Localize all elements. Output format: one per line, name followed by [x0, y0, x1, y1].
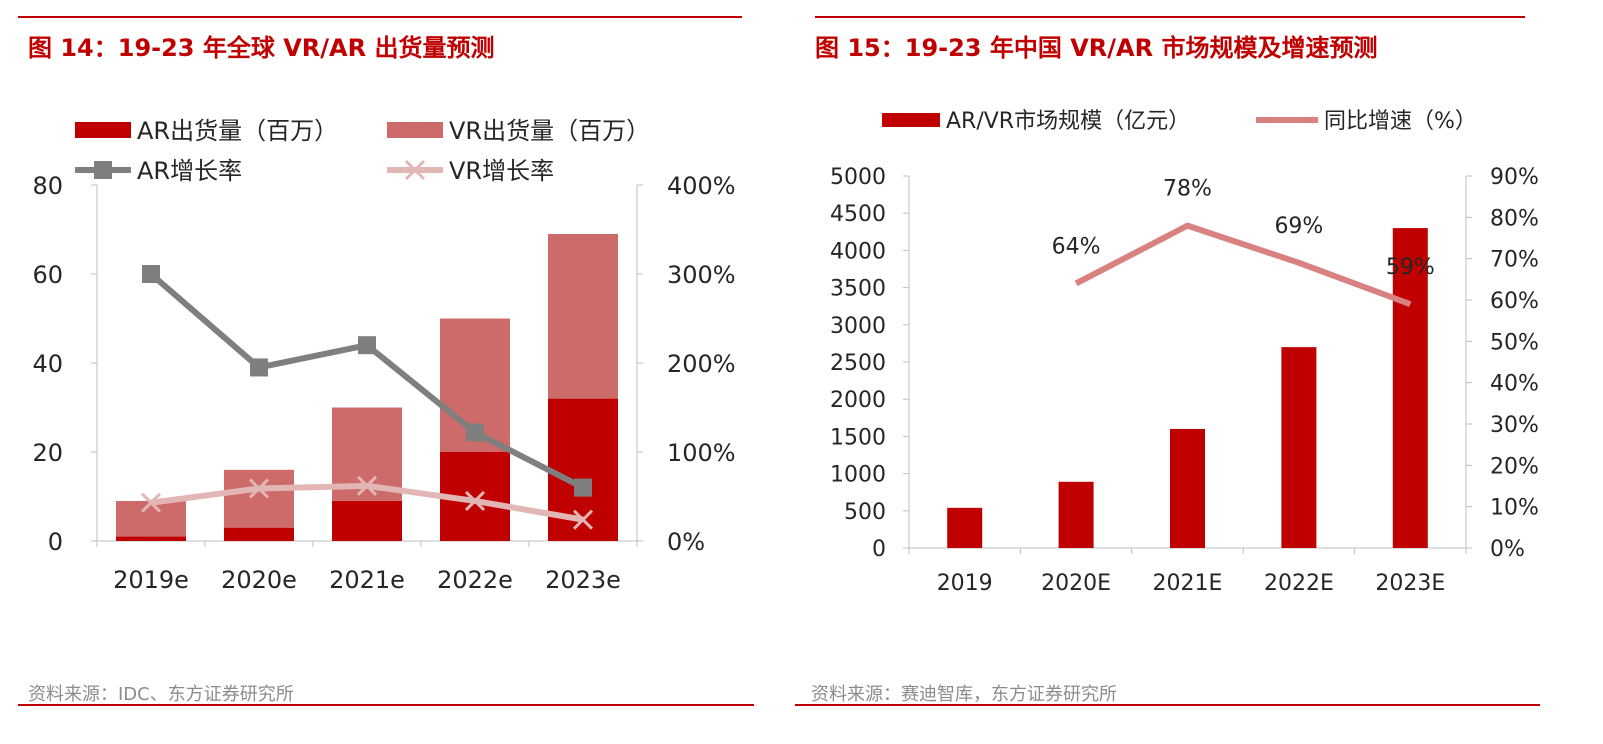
bottom-rule — [795, 704, 1540, 706]
legend-ar-shipment-label: AR出货量（百万） — [137, 117, 338, 145]
growth-data-label: 64% — [1052, 234, 1101, 259]
left-tick-label: 500 — [844, 500, 886, 525]
right-tick-label: 200% — [667, 350, 736, 378]
growth-line — [1074, 222, 1412, 307]
left-tick-label: 4000 — [830, 239, 886, 264]
bar-market-2021E — [1170, 428, 1205, 548]
legend-vr-growth-marker — [404, 159, 426, 181]
bar-market-2020E — [1058, 481, 1094, 548]
right-tick-label: 400% — [667, 172, 736, 200]
figure-14-source: 资料来源：IDC、东方证券研究所 — [28, 684, 294, 705]
shipment-chart: 0 20 40 60 80 0% 100% 200% 300% 400% 2019e 2020e 202… — [32, 117, 736, 594]
vr-growth-marker-2019e — [140, 492, 162, 513]
right-tick-label: 40% — [1490, 372, 1539, 397]
x-tick-label: 2022e — [437, 566, 513, 594]
top-rule — [18, 16, 742, 18]
bar-market-2019 — [947, 507, 983, 548]
bar-ar-2020e — [224, 527, 294, 541]
x-tick-label: 2020e — [221, 566, 297, 594]
bar-vr-2023e — [548, 233, 618, 399]
x-tick-label: 2019e — [113, 566, 189, 594]
x-tick-label: 2020E — [1041, 571, 1111, 596]
ar-growth-marker-2020e — [250, 358, 268, 377]
x-tick-label: 2022E — [1264, 571, 1334, 596]
left-tick-label: 4500 — [830, 202, 886, 227]
vr-growth-marker-2021e — [356, 475, 378, 496]
legend-vr-shipment-swatch — [387, 122, 443, 138]
growth-data-label: 69% — [1274, 214, 1323, 239]
vr-growth-marker-2023e — [572, 509, 594, 530]
figure-15-title: 图 15：19-23 年中国 VR/AR 市场规模及增速预测 — [815, 34, 1378, 62]
left-tick-label: 2500 — [830, 351, 886, 376]
ar-growth-marker-2021e — [358, 336, 376, 355]
growth-data-label: 59% — [1386, 255, 1435, 280]
right-tick-label: 90% — [1490, 165, 1539, 190]
right-tick-label: 300% — [667, 261, 736, 289]
legend-ar-growth-label: AR增长率 — [137, 157, 242, 185]
legend-growth-label: 同比增速（%） — [1324, 109, 1477, 134]
bar-vr-2020e — [224, 469, 294, 528]
left-tick-label: 3500 — [830, 277, 886, 302]
left-tick-label: 3000 — [830, 314, 886, 339]
right-tick-label: 50% — [1490, 330, 1539, 355]
figure-15-source: 资料来源：赛迪智库，东方证券研究所 — [811, 684, 1117, 705]
x-tick-label: 2021E — [1153, 571, 1223, 596]
left-tick-label: 80 — [32, 172, 63, 200]
bar-vr-2019e — [116, 500, 186, 537]
bar-market-2022E — [1281, 347, 1317, 548]
growth-data-label: 78% — [1163, 177, 1212, 202]
legend-market-swatch — [882, 113, 940, 127]
ar-growth-marker-2019e — [142, 265, 160, 283]
right-tick-label: 20% — [1490, 454, 1539, 479]
figure-15-panel: 图 15：19-23 年中国 VR/AR 市场规模及增速预测 0 500 1000 1… — [795, 0, 1603, 744]
bar-ar-2021e — [332, 500, 402, 541]
figure-14-title: 图 14：19-23 年全球 VR/AR 出货量预测 — [28, 34, 495, 62]
left-tick-label: 60 — [32, 261, 63, 289]
left-tick-label: 1000 — [830, 463, 886, 488]
left-tick-label: 1500 — [830, 425, 886, 450]
right-tick-label: 80% — [1490, 206, 1539, 231]
x-tick-label: 2019 — [937, 571, 993, 596]
legend-vr-shipment-label: VR出货量（百万） — [449, 117, 650, 145]
right-tick-label: 70% — [1490, 248, 1539, 273]
ar-growth-marker-2022e — [466, 423, 484, 442]
vr-growth-marker-2020e — [248, 478, 270, 499]
top-rule — [815, 16, 1525, 18]
right-tick-label: 30% — [1490, 413, 1539, 438]
right-tick-label: 10% — [1490, 496, 1539, 521]
ar-growth-marker-2023e — [574, 478, 592, 497]
legend-ar-growth-marker — [94, 161, 112, 179]
left-tick-label: 5000 — [830, 165, 886, 190]
bar-market-2023E — [1392, 228, 1428, 548]
vr-growth-marker-2022e — [464, 490, 486, 512]
right-tick-label: 0% — [667, 528, 705, 556]
left-tick-label: 20 — [32, 439, 63, 467]
legend-ar-shipment-swatch — [75, 122, 131, 138]
x-tick-label: 2021e — [329, 566, 405, 594]
market-size-chart: 0 500 1000 1500 2000 2500 3000 3500 4000 4500 5000… — [830, 109, 1539, 596]
legend-vr-growth-label: VR增长率 — [449, 157, 554, 185]
x-tick-label: 2023e — [545, 566, 621, 594]
right-tick-label: 60% — [1490, 289, 1539, 314]
x-tick-label: 2023E — [1375, 571, 1445, 596]
bar-ar-2019e — [116, 536, 186, 541]
left-tick-label: 0 — [872, 537, 886, 562]
right-tick-label: 100% — [667, 439, 736, 467]
bottom-rule — [18, 704, 754, 706]
figure-14-panel: 图 14：19-23 年全球 VR/AR 出货量预测 0 20 40 60 80 0% 10… — [0, 0, 780, 744]
legend-market-label: AR/VR市场规模（亿元） — [946, 109, 1190, 134]
left-tick-label: 2000 — [830, 388, 886, 413]
left-tick-label: 0 — [48, 528, 63, 556]
right-tick-label: 0% — [1490, 537, 1525, 562]
left-tick-label: 40 — [32, 350, 63, 378]
